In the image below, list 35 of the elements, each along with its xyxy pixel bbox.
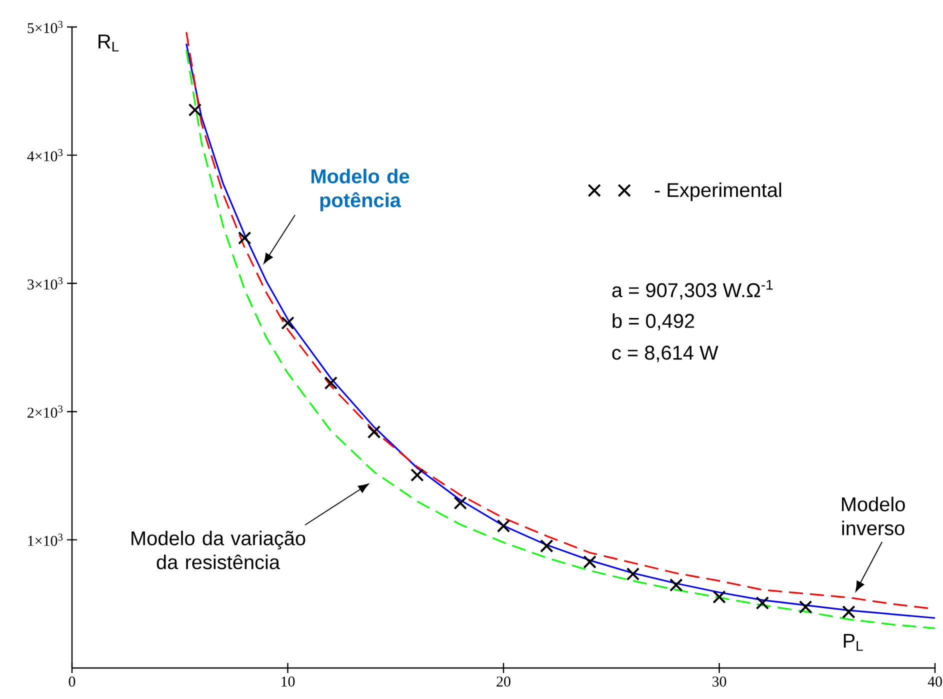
x-axis-title: P$_{L}$ [844, 634, 863, 651]
annotation: Modelo de potência [312, 168, 410, 212]
y-axis-title: R$_{L}$ [98, 34, 119, 52]
annotation: b = 0,492 [612, 313, 694, 330]
point [583, 555, 596, 569]
point [324, 376, 338, 390]
annotation: c = 8,614 W [612, 346, 718, 362]
point [188, 103, 202, 117]
point [367, 425, 381, 439]
point [712, 590, 726, 604]
point [454, 496, 468, 510]
y-tick-label: 3×10$^{3}$ [28, 277, 63, 290]
point [540, 539, 554, 553]
point [281, 316, 294, 330]
x-tick-label: 0 [68, 676, 76, 687]
annotation: a = 907,303 W.Ω$^{-1}$ [612, 280, 773, 300]
point [756, 596, 770, 610]
point [669, 578, 683, 592]
y-tick-label: 5×10$^{3}$ [28, 20, 63, 34]
x-tick-label: 30 [712, 676, 726, 687]
y-tick-label: 2×10$^{3}$ [28, 405, 63, 418]
point [496, 519, 510, 533]
legend-label: - Experimental [654, 182, 782, 202]
point [410, 468, 424, 482]
x-tick-label: 20 [496, 676, 510, 687]
point [238, 231, 252, 245]
y-tick-label: 1×10$^{3}$ [28, 534, 63, 546]
point [798, 600, 812, 614]
annotation: Modelo da variação da resistência [132, 530, 306, 570]
point [626, 567, 640, 581]
point [842, 605, 856, 619]
x-tick-label: 40 [928, 676, 942, 687]
y-tick-label: 4×10$^{3}$ [27, 149, 63, 162]
annotation: Modelo inverso [842, 496, 905, 536]
x-tick-label: 10 [282, 676, 295, 687]
